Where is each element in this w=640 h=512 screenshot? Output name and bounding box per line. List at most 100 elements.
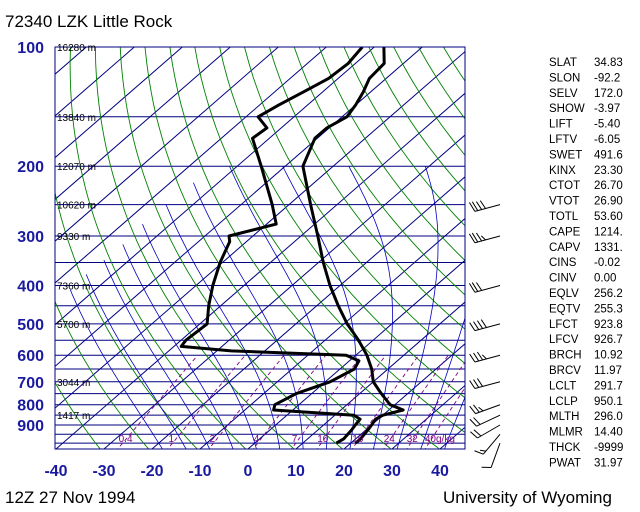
moist-adiabat-line xyxy=(165,204,281,449)
mixing-ratio-label: 1 xyxy=(169,434,175,445)
moist-adiabat-line xyxy=(122,244,234,449)
index-name: THCK xyxy=(549,442,581,454)
dry-adiabat-line xyxy=(55,300,150,449)
mixing-ratio-label: 40g/kg xyxy=(425,434,455,445)
wind-barb xyxy=(468,200,501,212)
index-value: 26.90 xyxy=(594,196,623,208)
isotherm-line xyxy=(343,343,465,449)
moist-adiabat-line xyxy=(348,166,393,449)
index-value: 1214. xyxy=(594,226,623,238)
pressure-tick-label: 600 xyxy=(17,348,44,365)
isotherm-line xyxy=(55,92,465,449)
moist-adiabat-line xyxy=(193,182,304,449)
index-name: SWET xyxy=(549,149,582,161)
index-value: 53.60 xyxy=(594,211,623,223)
isotherm-line xyxy=(55,47,279,242)
mixing-ratio-line xyxy=(406,361,465,449)
index-name: PWAT xyxy=(549,457,581,469)
index-value: 0.00 xyxy=(594,273,616,285)
index-name: VTOT xyxy=(549,196,579,208)
isotherm-line xyxy=(55,47,183,159)
moist-adiabat-line xyxy=(444,396,465,449)
index-value: 923.8 xyxy=(594,319,623,331)
mixing-ratio-label: 10 xyxy=(317,434,329,445)
temperature-tick-label: -40 xyxy=(44,463,67,480)
dry-adiabat-line xyxy=(169,47,441,449)
index-name: LCLP xyxy=(549,396,578,408)
moist-adiabat-line xyxy=(69,289,163,449)
temperature-tick-label: 0 xyxy=(244,463,253,480)
wind-barbs xyxy=(468,200,501,469)
index-name: MLTH xyxy=(549,411,579,423)
pressure-tick-label: 100 xyxy=(17,40,44,57)
index-name: LCLT xyxy=(549,380,576,392)
pressure-tick-label: 300 xyxy=(17,229,44,246)
index-name: EQTV xyxy=(549,303,581,315)
height-label: 1417 m xyxy=(57,411,90,422)
wind-barb xyxy=(474,433,501,455)
mixing-ratio-line xyxy=(383,354,449,449)
mixing-ratio-line xyxy=(167,354,246,449)
index-name: SHOW xyxy=(549,103,585,115)
dry-adiabat-line xyxy=(144,47,392,449)
isotherm-line xyxy=(55,47,375,326)
index-value: 950.1 xyxy=(594,396,623,408)
index-value: 10.92 xyxy=(594,350,623,362)
index-name: CTOT xyxy=(549,180,580,192)
height-label: 9330 m xyxy=(57,232,90,243)
index-name: LIFT xyxy=(549,119,573,131)
height-label: 16280 m xyxy=(57,43,96,54)
wind-barb xyxy=(468,282,501,293)
isotherm-line xyxy=(151,176,465,449)
index-value: -9999 xyxy=(594,442,623,454)
dewpoint-profile xyxy=(179,47,364,445)
dry-adiabat-line xyxy=(194,47,465,434)
height-label: 10620 m xyxy=(57,201,96,212)
moist-adiabat-line xyxy=(142,223,257,449)
wind-barb xyxy=(468,232,501,244)
temperature-profile xyxy=(301,47,405,445)
pressure-tick-label: 800 xyxy=(17,398,44,415)
index-value: 172.0 xyxy=(594,88,623,100)
moist-adiabat-line xyxy=(229,166,328,449)
moist-adiabat-line xyxy=(420,316,465,449)
background-grid xyxy=(55,47,465,449)
isotherm-line xyxy=(103,134,465,449)
chart-labels: 0.4 1 2 4 7 10 16 24 32 40g/kg1002003004005006007… xyxy=(17,40,455,480)
temperature-tick-label: 10 xyxy=(287,463,305,480)
index-name: KINX xyxy=(549,165,576,177)
wind-barb xyxy=(481,442,501,469)
mixing-ratio-line xyxy=(117,354,199,449)
index-value: 1331. xyxy=(594,242,623,254)
index-name: CAPV xyxy=(549,242,581,254)
moist-adiabat-line xyxy=(103,259,211,449)
index-name: TOTL xyxy=(549,211,579,223)
index-name: SELV xyxy=(549,88,578,100)
index-value: 23.30 xyxy=(594,165,623,177)
isotherm-line xyxy=(55,47,231,201)
isotherm-line xyxy=(55,47,423,368)
observation-time: 12Z 27 Nov 1994 xyxy=(5,488,136,507)
source-credit: University of Wyoming xyxy=(443,488,612,507)
temperature-tick-label: 20 xyxy=(335,463,353,480)
index-value: 14.40 xyxy=(594,427,623,439)
index-value: -5.40 xyxy=(594,119,620,131)
height-label: 5700 m xyxy=(57,320,90,331)
temperature-tick-label: 40 xyxy=(431,463,449,480)
index-name: LFTV xyxy=(549,134,577,146)
index-value: 31.97 xyxy=(594,457,623,469)
temperature-tick-label: -10 xyxy=(188,463,211,480)
index-value: 26.70 xyxy=(594,180,623,192)
index-name: LFCT xyxy=(549,319,578,331)
mixing-ratio-line xyxy=(290,354,363,449)
sounding-profiles xyxy=(179,47,405,445)
isotherm-line xyxy=(199,217,465,449)
index-value: -6.05 xyxy=(594,134,620,146)
wind-barb xyxy=(469,378,501,389)
mixing-ratio-label: 32 xyxy=(407,434,419,445)
index-value: 926.7 xyxy=(594,334,623,346)
temperature-tick-label: -20 xyxy=(140,463,163,480)
dry-adiabat-line xyxy=(293,47,465,296)
height-label: 13840 m xyxy=(57,113,96,124)
index-value: 296.0 xyxy=(594,411,623,423)
